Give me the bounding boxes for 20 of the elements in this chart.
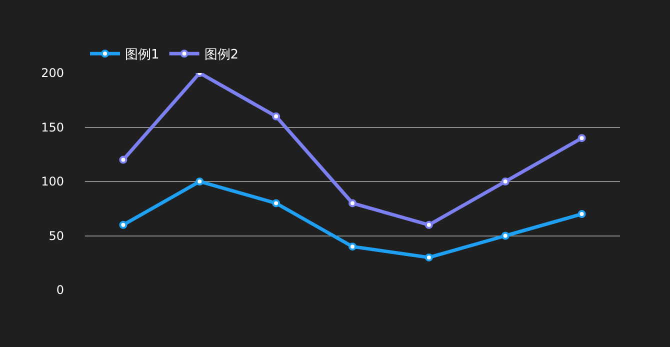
- point: [501, 232, 510, 240]
- point: [578, 210, 586, 218]
- point: [272, 199, 280, 208]
- y-tick-label: 150: [41, 120, 64, 134]
- y-tick-label: 50: [48, 228, 64, 243]
- point: [196, 178, 204, 186]
- point: [501, 178, 510, 186]
- point: [119, 220, 128, 229]
- legend-label: 图例2: [204, 48, 239, 63]
- y-tick-label: 100: [41, 174, 64, 189]
- y-tick-label: 0: [56, 283, 64, 298]
- point: [348, 199, 356, 208]
- point: [348, 242, 356, 251]
- point: [272, 112, 280, 120]
- legend-label: 图例1: [125, 48, 160, 63]
- y-tick-label: 200: [41, 66, 64, 80]
- point: [424, 253, 433, 262]
- point: [119, 156, 128, 164]
- point: [424, 220, 433, 229]
- point: [578, 134, 586, 142]
